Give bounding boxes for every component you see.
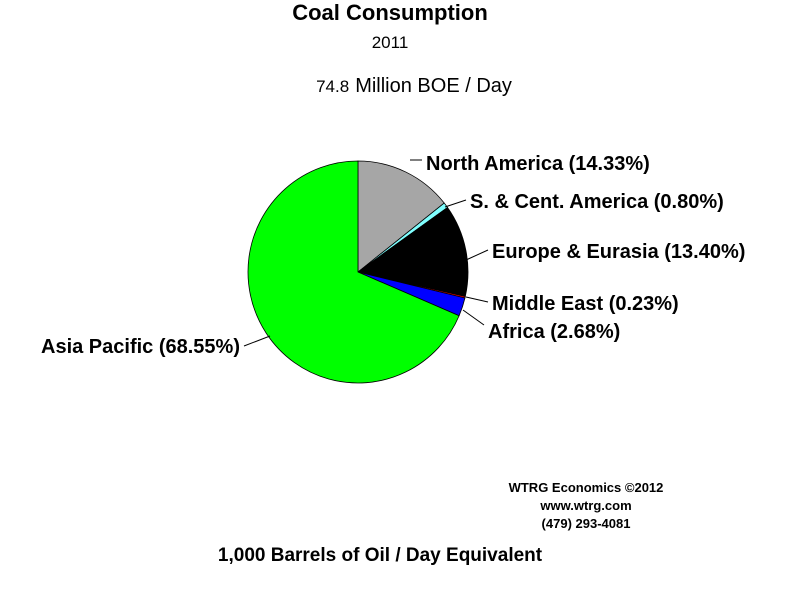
chart-subtitle: 2011 [371,33,409,52]
credit-website: www.wtrg.com [540,498,632,513]
chart-title: Coal Consumption [292,0,488,25]
credit-company: WTRG Economics ©2012 [508,480,664,495]
slice-label: North America (14.33%) [426,153,650,175]
slice-label: Asia Pacific (68.55%) [41,336,240,358]
slice-label: S. & Cent. America (0.80%) [470,191,724,213]
slice-label: Africa (2.68%) [488,321,620,343]
slice-label: Europe & Eurasia (13.40%) [492,241,745,263]
pie-slice [357,206,469,297]
pie-slice [357,160,445,273]
leader-line [444,199,467,208]
pie-slice [247,160,460,384]
leader-line [462,309,485,326]
total-value: 74.8 [316,77,350,96]
chart-unit-note: 1,000 Barrels of Oil / Day Equivalent [217,545,543,566]
credit-phone: (479) 293-4081 [541,516,631,531]
leader-line [243,335,271,347]
slice-label: Middle East (0.23%) [492,293,679,315]
leader-line [465,249,489,261]
total-unit: Million BOE / Day [355,75,512,97]
total-consumption: 74.8 Million BOE / Day [0,75,800,98]
leader-line [465,296,489,303]
